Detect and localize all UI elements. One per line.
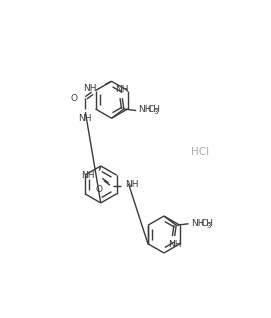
Text: NH: NH: [79, 114, 92, 123]
Text: 3: 3: [206, 223, 211, 229]
Text: O: O: [95, 184, 102, 194]
Text: NH: NH: [168, 240, 182, 249]
Text: NH: NH: [83, 85, 97, 93]
Text: CH: CH: [200, 219, 213, 228]
Text: O: O: [71, 94, 78, 103]
Text: HCl: HCl: [191, 147, 209, 157]
Text: NH: NH: [116, 85, 129, 94]
Text: CH: CH: [148, 105, 161, 114]
Text: 3: 3: [154, 109, 159, 115]
Text: NH: NH: [125, 180, 139, 189]
Text: NH: NH: [191, 219, 204, 228]
Text: NH: NH: [81, 171, 95, 180]
Text: NH: NH: [138, 105, 152, 114]
